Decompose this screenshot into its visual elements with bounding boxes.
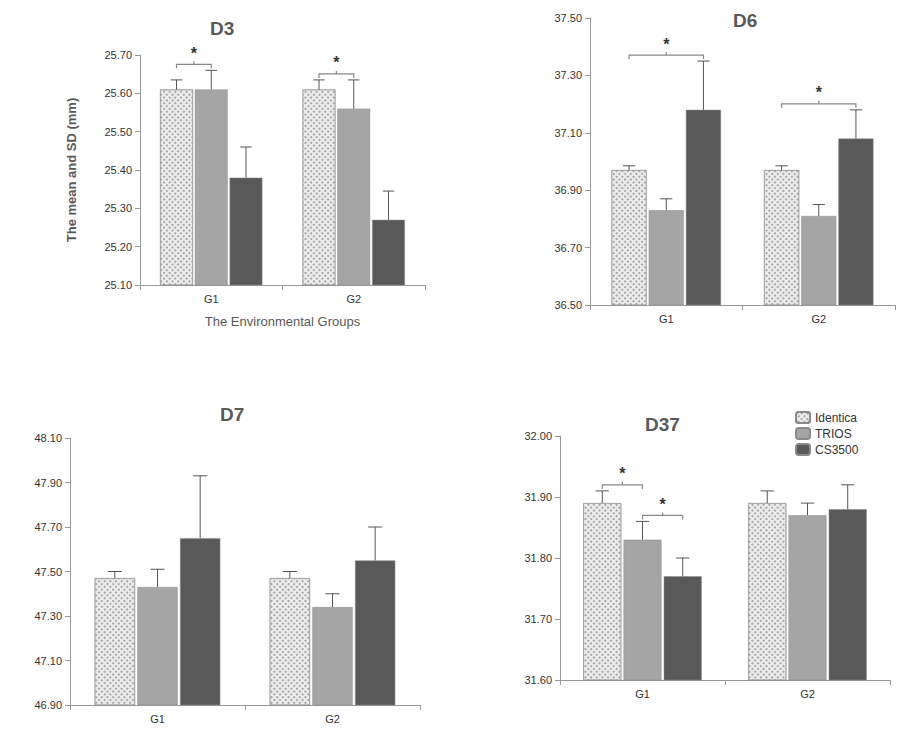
svg-text:47.90: 47.90 [34, 477, 62, 489]
svg-text:*: * [816, 84, 823, 101]
svg-text:D3: D3 [210, 18, 234, 39]
svg-text:D37: D37 [645, 414, 680, 435]
svg-text:*: * [619, 465, 626, 482]
svg-text:D7: D7 [220, 404, 244, 425]
svg-text:31.80: 31.80 [524, 552, 552, 564]
svg-text:G2: G2 [325, 713, 340, 725]
svg-text:Identica: Identica [815, 411, 857, 425]
svg-text:31.60: 31.60 [524, 674, 552, 686]
svg-text:31.90: 31.90 [524, 491, 552, 503]
svg-text:25.30: 25.30 [104, 202, 132, 214]
svg-text:37.10: 37.10 [554, 127, 582, 139]
svg-text:25.60: 25.60 [104, 87, 132, 99]
svg-text:G1: G1 [659, 313, 674, 325]
svg-text:25.70: 25.70 [104, 49, 132, 61]
svg-text:G2: G2 [346, 293, 361, 305]
svg-text:36.90: 36.90 [554, 184, 582, 196]
svg-text:*: * [333, 54, 340, 71]
svg-text:36.50: 36.50 [554, 299, 582, 311]
svg-text:G2: G2 [800, 688, 815, 700]
svg-text:47.70: 47.70 [34, 521, 62, 533]
svg-text:D6: D6 [733, 10, 757, 31]
svg-text:31.70: 31.70 [524, 613, 552, 625]
svg-text:32.00: 32.00 [524, 430, 552, 442]
svg-text:36.70: 36.70 [554, 242, 582, 254]
svg-text:37.50: 37.50 [554, 12, 582, 24]
svg-text:G1: G1 [204, 293, 219, 305]
svg-text:25.20: 25.20 [104, 241, 132, 253]
svg-text:47.50: 47.50 [34, 566, 62, 578]
svg-text:47.10: 47.10 [34, 655, 62, 667]
svg-text:*: * [191, 45, 198, 62]
svg-text:G1: G1 [150, 713, 165, 725]
svg-text:25.40: 25.40 [104, 164, 132, 176]
svg-text:25.10: 25.10 [104, 279, 132, 291]
svg-text:G1: G1 [635, 688, 650, 700]
svg-text:CS3500: CS3500 [815, 443, 859, 457]
svg-text:37.30: 37.30 [554, 69, 582, 81]
svg-text:*: * [663, 36, 670, 53]
svg-text:TRIOS: TRIOS [815, 427, 852, 441]
svg-text:25.50: 25.50 [104, 126, 132, 138]
svg-text:The mean and SD (mm): The mean and SD (mm) [64, 98, 79, 242]
svg-text:47.30: 47.30 [34, 610, 62, 622]
svg-text:46.90: 46.90 [34, 699, 62, 711]
svg-text:The Environmental Groups: The Environmental Groups [205, 314, 361, 329]
svg-text:*: * [659, 496, 666, 513]
svg-text:G2: G2 [811, 313, 826, 325]
svg-text:48.10: 48.10 [34, 432, 62, 444]
